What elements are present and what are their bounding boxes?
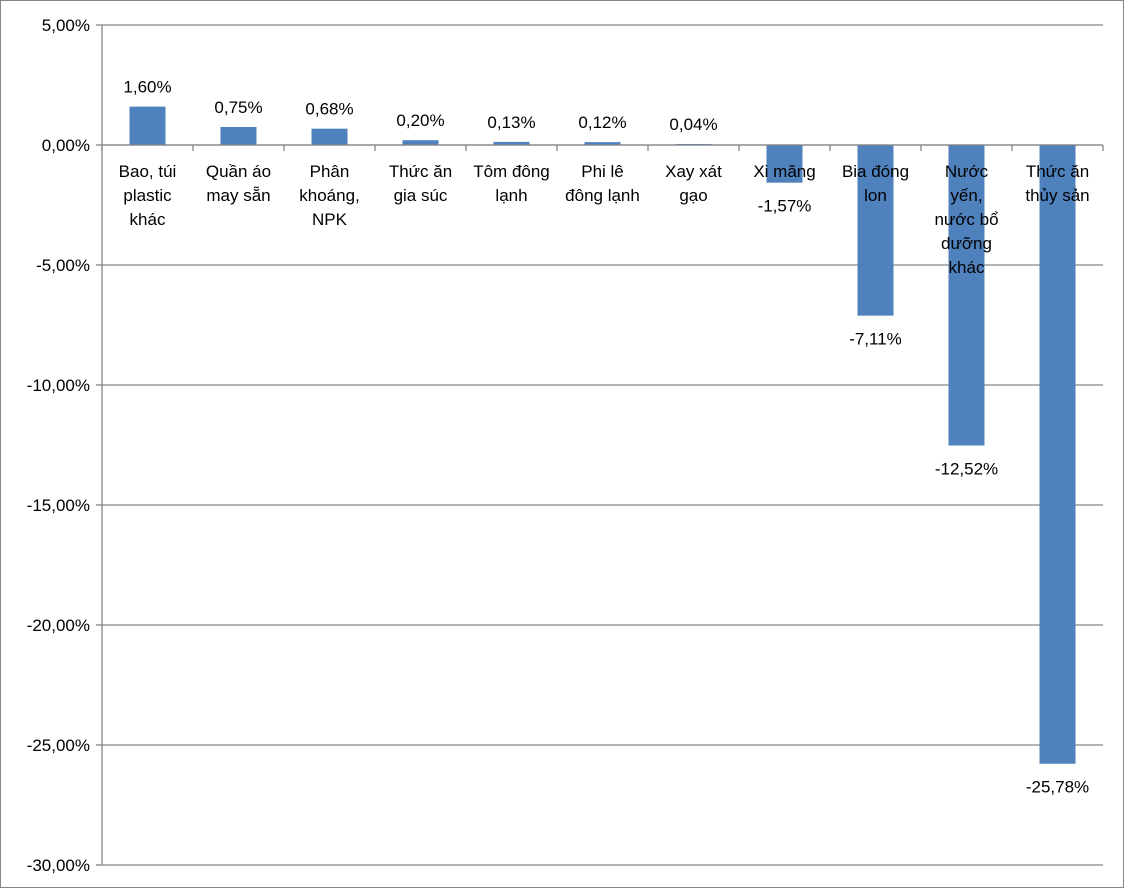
category-label-line: Thức ăn <box>1026 162 1089 181</box>
y-tick-label: -25,00% <box>27 736 90 755</box>
bar <box>948 145 985 446</box>
data-label: 0,20% <box>396 111 444 130</box>
data-label: -1,57% <box>758 197 812 216</box>
data-label: 1,60% <box>123 78 171 97</box>
category-label: Bao, túi plastic khác <box>119 162 177 229</box>
category-label-line: Xay xát <box>665 162 722 181</box>
category-label-line: yến, <box>950 186 982 205</box>
bar <box>402 140 439 145</box>
y-tick-label: -15,00% <box>27 496 90 515</box>
category-label-line: khác <box>949 258 985 277</box>
category-label-line: Bao, túi <box>119 162 177 181</box>
data-label: 0,68% <box>305 100 353 119</box>
category-label-line: plastic <box>123 186 172 205</box>
category-label-line: Thức ăn <box>389 162 452 181</box>
category-label-line: lon <box>864 186 887 205</box>
category-label: Quần áo may sẵn <box>206 162 271 205</box>
category-label-line: Phi lê <box>581 162 624 181</box>
category-label: Xay xát gạo <box>665 162 722 205</box>
data-label: 0,12% <box>578 113 626 132</box>
category-label: Tôm đông lạnh <box>473 162 550 205</box>
y-tick-label: 5,00% <box>42 16 90 35</box>
category-label: Phân khoáng, NPK <box>299 162 360 229</box>
category-label-line: nước bổ <box>934 210 998 229</box>
bars <box>129 106 1076 764</box>
category-label: Xi măng <box>753 162 815 181</box>
bar <box>584 142 621 145</box>
bar <box>766 145 803 183</box>
category-label: Thức ăn gia súc <box>389 162 452 205</box>
category-label-line: đông lạnh <box>565 186 640 205</box>
labels: 5,00% 0,00% -5,00% -10,00% -15,00% -20,00% -25… <box>27 16 1090 875</box>
y-tick-label: -5,00% <box>36 256 90 275</box>
category-label-line: Quần áo <box>206 162 271 181</box>
category-label-line: Nước <box>945 162 989 181</box>
data-label: -12,52% <box>935 459 998 478</box>
category-label-line: Xi măng <box>753 162 815 181</box>
category-label: Phi lê đông lạnh <box>565 162 640 205</box>
category-label: Nước yến, nước bổ dưỡng khác <box>934 162 998 277</box>
category-label-line: khoáng, <box>299 186 360 205</box>
bar <box>1039 145 1076 764</box>
category-label-line: Phân <box>310 162 350 181</box>
y-tick-label: -10,00% <box>27 376 90 395</box>
bar <box>220 127 257 145</box>
category-label-line: NPK <box>312 210 348 229</box>
category-label-line: Tôm đông <box>473 162 550 181</box>
category-label-line: khác <box>130 210 166 229</box>
y-tick-label: -30,00% <box>27 856 90 875</box>
y-tick-label: -20,00% <box>27 616 90 635</box>
bar <box>493 141 530 145</box>
data-label: 0,75% <box>214 98 262 117</box>
category-label-line: dưỡng <box>941 234 992 253</box>
axes <box>96 24 1104 866</box>
bar <box>311 128 348 145</box>
category-label-line: Bia đóng <box>842 162 909 181</box>
category-label: Bia đóng lon <box>842 162 909 205</box>
category-label-line: may sẵn <box>206 186 270 205</box>
category-label-line: thủy sản <box>1025 186 1089 205</box>
data-label: -25,78% <box>1026 778 1089 797</box>
bar <box>857 145 894 316</box>
category-label-line: lạnh <box>495 186 527 205</box>
bar <box>129 106 166 145</box>
category-label-line: gạo <box>679 186 707 205</box>
y-tick-label: 0,00% <box>42 136 90 155</box>
data-label: -7,11% <box>849 330 902 349</box>
category-label: Thức ăn thủy sản <box>1025 162 1089 205</box>
data-label: 0,04% <box>669 115 717 134</box>
data-label: 0,13% <box>487 113 535 132</box>
category-label-line: gia súc <box>394 186 448 205</box>
